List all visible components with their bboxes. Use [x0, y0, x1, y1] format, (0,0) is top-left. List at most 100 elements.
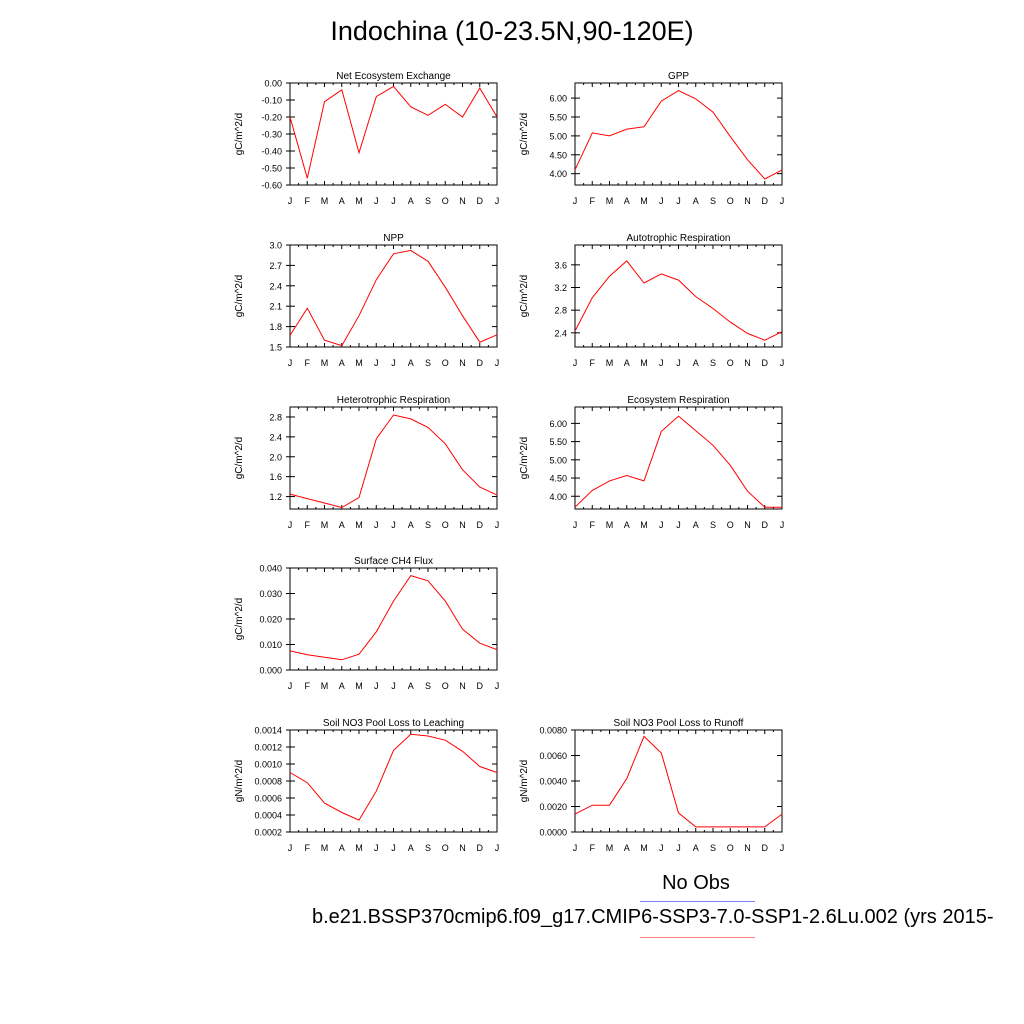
y-axis-label: gC/m^2/d: [234, 275, 245, 318]
panel-title: Soil NO3 Pool Loss to Leaching: [323, 718, 464, 729]
x-tick-label: M: [606, 358, 614, 368]
x-tick-label: M: [355, 196, 363, 206]
plot-frame: [574, 406, 783, 510]
series-line: [289, 85, 498, 179]
legend-line-blue: [640, 901, 755, 902]
x-tick-label: J: [288, 196, 293, 206]
panel-title: Autotrophic Respiration: [627, 233, 731, 244]
x-tick-label: F: [305, 196, 311, 206]
plot-frame: [574, 244, 783, 348]
x-tick-label: A: [624, 843, 630, 853]
figure-title: Indochina (10-23.5N,90-120E): [330, 16, 694, 46]
y-tick-label: 0.010: [259, 640, 282, 650]
x-tick-label: D: [477, 358, 484, 368]
y-axis-label: gC/m^2/d: [234, 598, 245, 641]
y-axis-label: gC/m^2/d: [234, 437, 245, 480]
legend-line-red: [640, 937, 755, 938]
x-tick-label: D: [762, 358, 769, 368]
x-tick-label: J: [659, 196, 664, 206]
panel-title: Net Ecosystem Exchange: [336, 71, 451, 82]
x-tick-label: J: [573, 358, 578, 368]
x-tick-label: N: [459, 196, 466, 206]
x-tick-label: J: [780, 196, 785, 206]
y-tick-label: 2.4: [554, 328, 567, 338]
x-tick-label: J: [374, 843, 379, 853]
y-tick-label: 0.0002: [254, 828, 282, 838]
x-tick-label: A: [339, 196, 345, 206]
y-tick-label: -0.60: [261, 181, 282, 191]
x-tick-label: J: [676, 358, 681, 368]
x-tick-label: J: [780, 843, 785, 853]
x-tick-label: J: [374, 681, 379, 691]
x-tick-label: A: [624, 196, 630, 206]
x-tick-label: M: [606, 843, 614, 853]
x-tick-label: D: [762, 196, 769, 206]
y-tick-label: 0.0014: [254, 726, 282, 736]
x-tick-label: N: [744, 520, 751, 530]
x-tick-label: S: [425, 520, 431, 530]
x-tick-label: J: [495, 520, 500, 530]
x-tick-label: J: [374, 520, 379, 530]
y-tick-label: 0.0060: [539, 751, 567, 761]
x-tick-label: D: [477, 843, 484, 853]
x-tick-label: M: [321, 196, 329, 206]
x-tick-label: A: [624, 358, 630, 368]
y-axis-label: gC/m^2/d: [234, 113, 245, 156]
x-tick-label: J: [391, 520, 396, 530]
y-tick-label: 2.1: [269, 302, 282, 312]
x-tick-label: N: [459, 681, 466, 691]
y-tick-label: 5.50: [549, 113, 567, 123]
y-axis-label: gC/m^2/d: [519, 437, 530, 480]
x-tick-label: A: [408, 358, 414, 368]
x-tick-label: O: [442, 520, 449, 530]
plot-frame: [289, 244, 498, 348]
x-tick-label: N: [744, 196, 751, 206]
x-tick-label: S: [710, 196, 716, 206]
plot-frame: [289, 729, 498, 833]
x-tick-label: M: [321, 358, 329, 368]
x-tick-label: A: [693, 196, 699, 206]
x-tick-label: J: [495, 843, 500, 853]
x-tick-label: J: [391, 681, 396, 691]
x-tick-label: S: [425, 843, 431, 853]
x-tick-label: M: [640, 843, 648, 853]
x-tick-label: J: [573, 196, 578, 206]
y-tick-label: 0.0040: [539, 777, 567, 787]
series-line: [289, 414, 498, 509]
x-tick-label: A: [339, 358, 345, 368]
x-tick-label: S: [425, 358, 431, 368]
plot-frame: [289, 82, 498, 186]
x-tick-label: F: [590, 520, 596, 530]
panel-title: Surface CH4 Flux: [354, 556, 433, 567]
series-line: [574, 415, 782, 508]
y-axis-label: gC/m^2/d: [519, 113, 530, 156]
x-tick-label: O: [442, 843, 449, 853]
x-tick-label: S: [425, 681, 431, 691]
x-tick-label: J: [780, 520, 785, 530]
y-tick-label: -0.30: [261, 130, 282, 140]
series-line: [574, 90, 783, 180]
y-tick-label: 0.0012: [254, 743, 282, 753]
y-tick-label: 6.00: [549, 94, 567, 104]
x-tick-label: A: [408, 843, 414, 853]
x-tick-label: O: [442, 681, 449, 691]
x-tick-label: S: [710, 358, 716, 368]
x-tick-label: D: [762, 520, 769, 530]
x-tick-label: F: [305, 358, 311, 368]
y-tick-label: 4.50: [549, 150, 567, 160]
x-tick-label: J: [288, 358, 293, 368]
y-tick-label: 5.00: [549, 131, 567, 141]
x-tick-label: O: [727, 196, 734, 206]
x-tick-label: D: [762, 843, 769, 853]
y-tick-label: -0.10: [261, 96, 282, 106]
panel-title: Heterotrophic Respiration: [337, 395, 450, 406]
x-tick-label: S: [710, 843, 716, 853]
y-tick-label: 0.0006: [254, 794, 282, 804]
x-tick-label: J: [659, 843, 664, 853]
chart-panel-8: Soil NO3 Pool Loss to Leaching gN/m^2/d J F…: [234, 718, 499, 853]
x-tick-label: A: [339, 520, 345, 530]
